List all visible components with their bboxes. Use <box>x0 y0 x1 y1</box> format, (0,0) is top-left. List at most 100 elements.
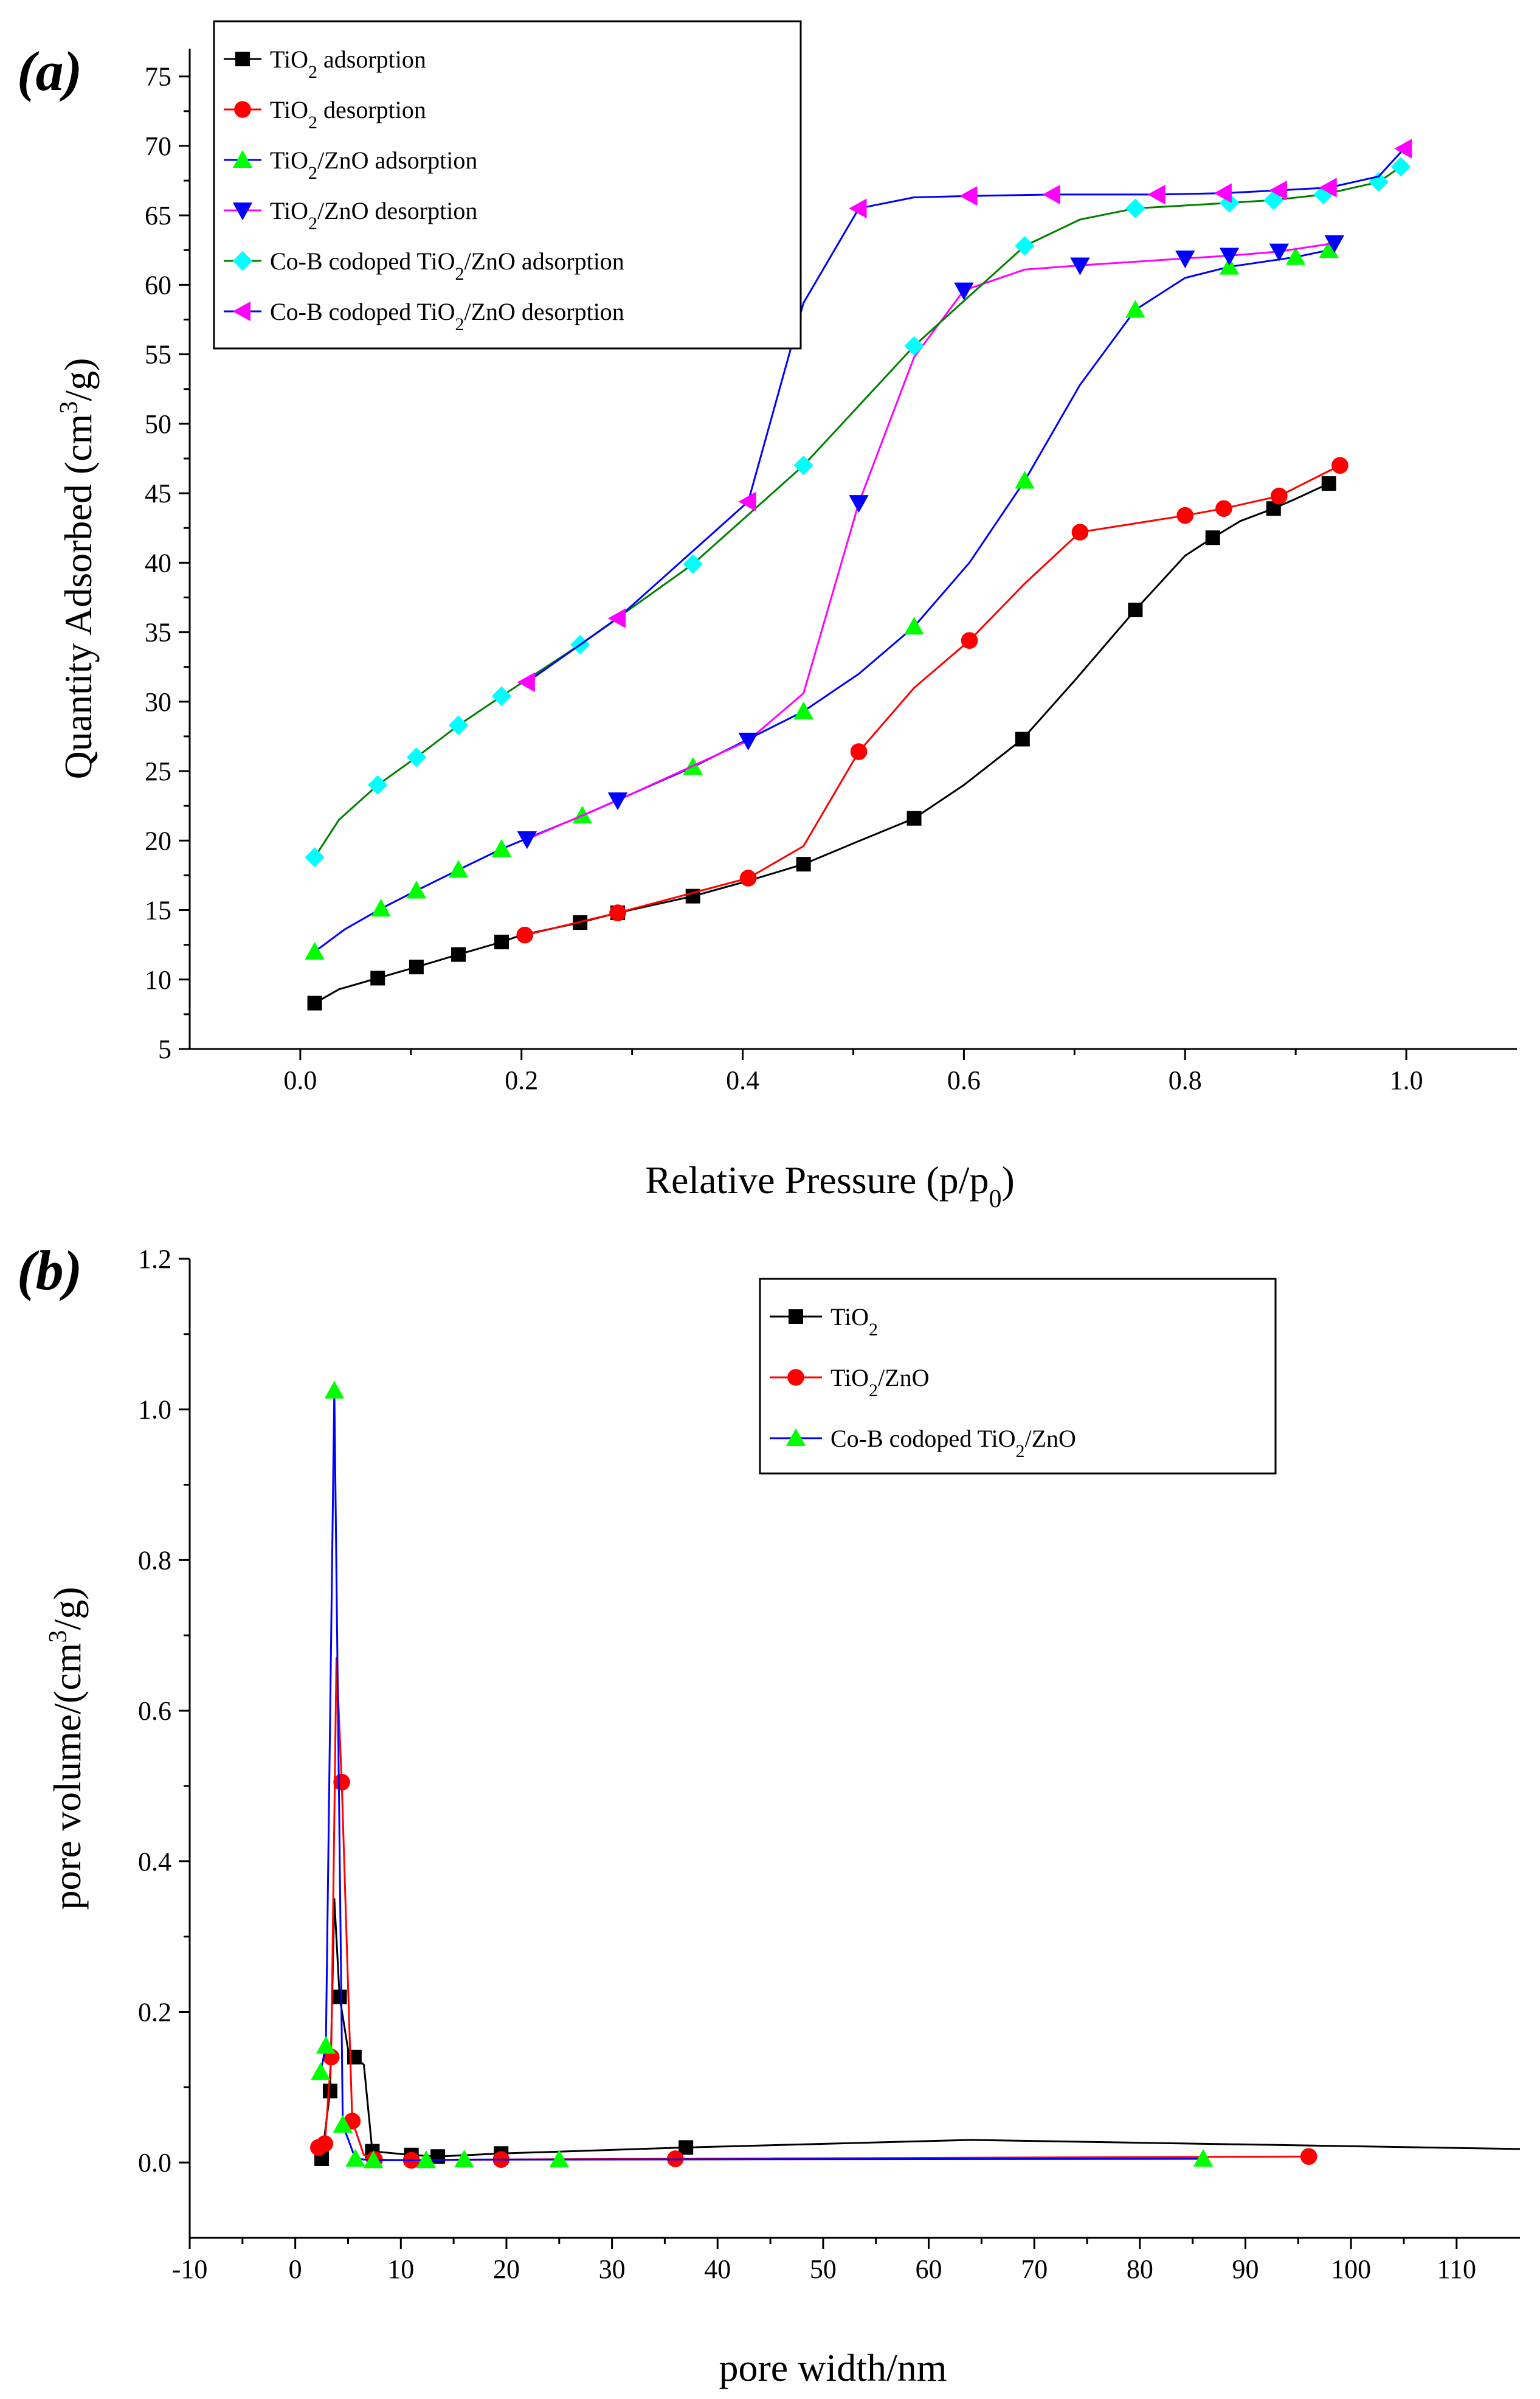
x-tick-label: 30 <box>599 2254 626 2284</box>
x-tick-label: 0.0 <box>283 1065 317 1095</box>
data-point <box>1042 184 1060 205</box>
chart-b-pore-distribution: -10 0 10 20 30 40 50 60 70 80 90 100 110 0.0 0.2 0.4 0.6… <box>138 1244 1521 2284</box>
data-point <box>416 2150 437 2169</box>
x-tick-label: 40 <box>704 2254 731 2284</box>
legend-label: TiO2/ZnO adsorption <box>270 147 477 183</box>
data-point <box>849 198 867 218</box>
data-point <box>322 2083 337 2099</box>
series-line <box>319 1390 1204 2161</box>
data-point <box>738 732 758 750</box>
chart-b-ylabel: pore volume/(cm3/g) <box>44 1587 89 1909</box>
legend-entry: Co-B codoped TiO2/ZnO desorption <box>224 298 624 334</box>
data-point <box>494 935 509 950</box>
legend-swatch-marker <box>789 1309 803 1324</box>
legend-swatch-marker <box>232 251 253 271</box>
data-point <box>517 831 537 850</box>
series-0 <box>307 476 1336 1011</box>
data-point <box>1205 530 1220 545</box>
y-tick-label: 1.0 <box>138 1395 171 1425</box>
data-point <box>406 881 427 899</box>
x-tick-label: 0.6 <box>947 1065 981 1095</box>
x-tick-label: 80 <box>1127 2254 1153 2284</box>
x-tick-label: 0.2 <box>505 1065 538 1095</box>
legend-swatch-marker <box>787 1369 804 1386</box>
y-tick-label: 40 <box>145 548 171 578</box>
data-point <box>516 926 534 944</box>
data-point <box>1128 603 1143 618</box>
x-tick-label: 90 <box>1232 2254 1259 2284</box>
data-point <box>1219 248 1240 266</box>
data-point <box>850 743 868 760</box>
data-point <box>1269 243 1290 261</box>
legend-box <box>213 20 802 350</box>
series-1 <box>516 457 1348 944</box>
x-tick-label: 60 <box>916 2254 942 2284</box>
series-0 <box>314 1898 1521 2166</box>
data-point <box>1015 236 1035 256</box>
data-point <box>368 775 388 795</box>
x-tick-label: 0.8 <box>1169 1065 1202 1095</box>
panel-a-label: (a) <box>17 40 82 102</box>
data-point <box>549 2150 569 2168</box>
data-point <box>370 971 385 986</box>
y-tick-label: 55 <box>145 340 171 370</box>
data-point <box>316 2035 336 2054</box>
data-point <box>448 715 469 735</box>
data-point <box>332 1989 347 2004</box>
y-tick-label: 0.2 <box>138 1997 171 2027</box>
data-point <box>1219 257 1240 275</box>
data-point <box>1319 178 1337 198</box>
legend-entry: TiO2 <box>770 1303 878 1340</box>
data-point <box>305 941 325 960</box>
y-tick-label: 5 <box>158 1034 171 1064</box>
data-point <box>1219 193 1240 213</box>
data-point <box>904 617 924 635</box>
data-point <box>1070 257 1090 275</box>
data-point <box>739 870 757 887</box>
legend-label: Co-B codoped TiO2/ZnO desorption <box>270 298 624 334</box>
y-tick-label: 30 <box>145 687 171 717</box>
data-point <box>1390 157 1411 177</box>
data-point <box>371 899 391 917</box>
chart-b-xlabel: pore width/nm <box>719 2346 947 2389</box>
data-point <box>406 747 427 767</box>
data-point <box>796 857 811 872</box>
legend-label: TiO2 desorption <box>270 96 426 133</box>
y-tick-label: 0.8 <box>138 1545 171 1575</box>
data-point <box>1285 247 1306 265</box>
data-point <box>324 1380 345 1399</box>
series-3 <box>517 235 1345 850</box>
legend-swatch-marker <box>232 301 250 322</box>
x-tick-label: -10 <box>172 2254 208 2284</box>
y-tick-label: 15 <box>145 896 171 926</box>
x-tick-label: 1.0 <box>1390 1065 1423 1095</box>
series-line <box>314 249 1330 953</box>
data-point <box>451 947 466 962</box>
data-point <box>959 185 978 206</box>
data-point <box>1015 471 1035 489</box>
legend-label: TiO2 adsorption <box>270 46 426 82</box>
data-point <box>1214 183 1232 203</box>
x-tick-label: 20 <box>493 2254 520 2284</box>
data-point <box>454 2150 474 2168</box>
data-point <box>491 686 512 706</box>
data-point <box>906 811 922 826</box>
legend-entry: TiO2 adsorption <box>224 46 426 82</box>
legend-entry: TiO2 desorption <box>224 96 426 133</box>
y-tick-label: 60 <box>145 270 171 300</box>
data-point <box>1125 198 1145 218</box>
legend-label: TiO2 <box>830 1303 878 1340</box>
x-tick-label: 0.4 <box>726 1065 759 1095</box>
data-point <box>961 632 978 649</box>
data-point <box>517 672 535 693</box>
series-line <box>314 482 1330 1004</box>
data-point <box>311 2062 331 2080</box>
data-point <box>1321 476 1336 491</box>
data-point <box>409 960 424 975</box>
y-tick-label: 70 <box>145 131 171 161</box>
chart-a-ylabel: Quantity Adsorbed (cm3/g) <box>55 358 100 780</box>
series-line <box>320 1898 1521 2159</box>
legend-swatch-marker <box>232 203 253 221</box>
x-tick-label: 0 <box>289 2254 302 2284</box>
y-tick-label: 10 <box>145 965 171 995</box>
